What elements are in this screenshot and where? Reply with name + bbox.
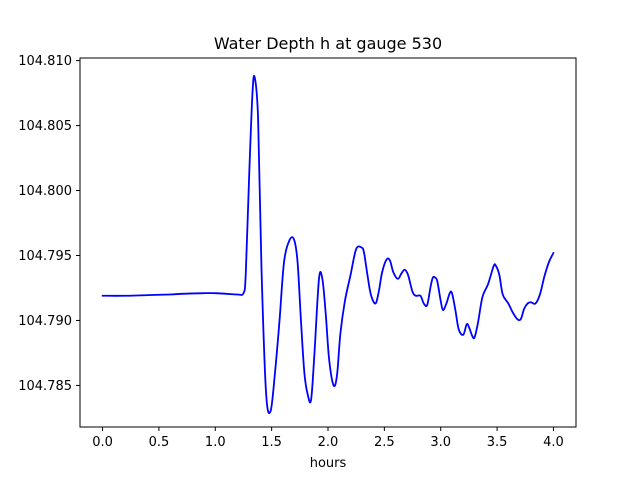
y-tick-label: 104.785 [18,379,72,394]
y-tick-label: 104.795 [18,249,72,264]
y-tick-label: 104.805 [18,119,72,134]
x-tick-label: 0.0 [92,435,113,450]
x-axis-title: hours [310,456,347,471]
chart-title: Water Depth h at gauge 530 [214,34,442,53]
y-tick-label: 104.800 [18,184,72,199]
y-axis: 104.785 104.790 104.795 104.800 104.805 104.8… [18,54,80,394]
x-tick-label: 3.0 [430,435,451,450]
x-tick-label: 0.5 [149,435,170,450]
y-tick-label: 104.810 [18,54,72,69]
x-tick-label: 1.0 [205,435,226,450]
x-tick-label: 2.0 [318,435,339,450]
water-depth-line [101,74,555,414]
x-tick-label: 1.5 [261,435,282,450]
x-tick-label: 4.0 [543,435,564,450]
x-tick-label: 3.5 [487,435,508,450]
x-tick-label: 2.5 [374,435,395,450]
y-tick-label: 104.790 [18,314,72,329]
x-axis: 0.0 0.5 1.0 1.5 2.0 2.5 3.0 3.5 4.0 [92,427,564,450]
